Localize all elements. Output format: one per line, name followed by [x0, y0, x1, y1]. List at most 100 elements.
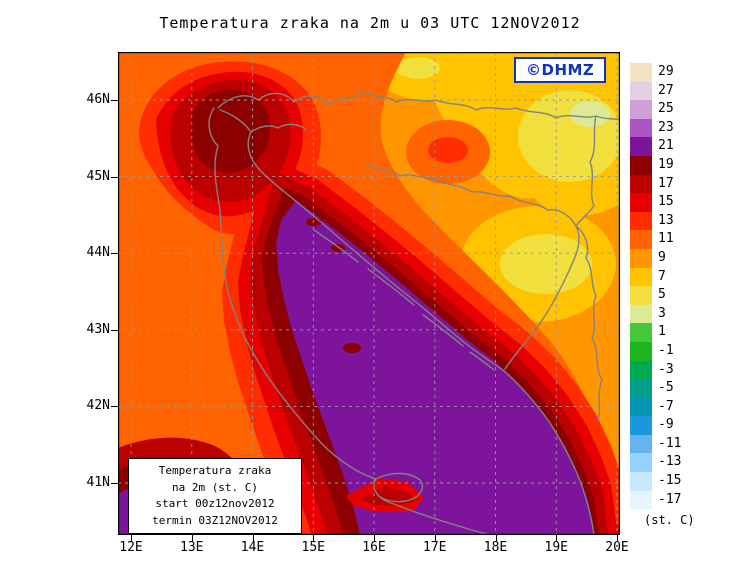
legend-value: -9 — [658, 417, 674, 433]
x-axis-label: 14E — [240, 540, 265, 555]
legend-entry: -5 — [630, 379, 681, 398]
legend-value: -11 — [658, 435, 682, 451]
y-axis-tick — [111, 100, 118, 101]
legend-entry: -1 — [630, 341, 681, 361]
legend-value: 9 — [658, 249, 666, 265]
legend-value: -3 — [658, 361, 674, 377]
legend-swatch — [630, 472, 652, 491]
legend-value: 17 — [658, 175, 674, 191]
legend-value: 7 — [658, 268, 666, 284]
legend-entry: -11 — [630, 434, 682, 454]
x-axis-tick — [131, 535, 132, 541]
x-axis-tick — [617, 535, 618, 541]
x-axis-tick — [556, 535, 558, 541]
legend-entry: -7 — [630, 397, 681, 417]
legend-entry: 3 — [630, 304, 681, 324]
dhmz-logo: ©DHMZ — [514, 57, 607, 83]
legend-entry: 25 — [630, 100, 681, 119]
info-line: Temperatura zraka — [158, 464, 272, 477]
x-axis-label: 13E — [180, 540, 204, 555]
legend-swatch — [630, 360, 652, 380]
legend-swatch — [630, 63, 652, 82]
legend-value: 23 — [658, 119, 674, 135]
legend-entry: 17 — [630, 174, 681, 194]
legend-unit-label: (st. C) — [644, 513, 695, 527]
legend-value: 13 — [658, 212, 674, 228]
x-axis-label: 19E — [544, 540, 568, 555]
legend-entry: -13 — [630, 453, 682, 473]
map-frame — [118, 52, 620, 535]
legend-value: 25 — [658, 101, 674, 117]
info-line: termin 03Z12NOV2012 — [152, 513, 278, 527]
legend-swatch — [630, 286, 652, 305]
legend-value: 29 — [658, 64, 674, 79]
legend-value: -13 — [658, 454, 682, 470]
legend-swatch — [630, 453, 652, 473]
legend-value: 5 — [658, 287, 666, 303]
legend-swatch — [630, 416, 652, 435]
legend-value: 19 — [658, 156, 674, 172]
x-axis-tick — [434, 535, 436, 541]
x-axis-tick — [313, 535, 315, 541]
temperature-map-canvas — [118, 52, 620, 535]
info-line: na 2m (st. C) — [171, 480, 259, 494]
legend-swatch — [630, 174, 652, 194]
legend-swatch — [630, 100, 652, 119]
x-axis-label: 12E — [119, 540, 143, 555]
y-axis-tick — [111, 329, 118, 331]
legend-entry: 29 — [630, 63, 681, 82]
legend-entry: 19 — [630, 155, 681, 175]
legend-swatch — [630, 490, 652, 510]
legend-swatch — [630, 379, 652, 398]
legend-value: -7 — [658, 398, 674, 414]
legend-value: 15 — [658, 194, 674, 210]
legend-entry: 27 — [630, 81, 681, 101]
x-axis-tick — [495, 535, 497, 541]
legend-entry: 7 — [630, 267, 681, 287]
info-line: start 00z12nov2012 — [155, 497, 275, 510]
legend-entry: 5 — [630, 286, 681, 305]
legend-swatch — [630, 137, 652, 156]
legend-entry: -9 — [630, 416, 681, 435]
y-axis-label: 41N — [86, 475, 110, 490]
x-axis-tick — [191, 535, 193, 541]
legend-swatch — [630, 211, 652, 231]
legend-value: 3 — [658, 305, 666, 321]
x-axis-tick — [252, 535, 254, 541]
page-title: Temperatura zraka na 2m u 03 UTC 12NOV20… — [159, 14, 581, 32]
legend-value: -1 — [658, 342, 674, 358]
legend-entry: 9 — [630, 248, 681, 268]
legend-entry: 13 — [630, 211, 681, 231]
legend-swatch — [630, 230, 652, 249]
legend-value: 1 — [658, 324, 666, 340]
x-axis-label: 18E — [483, 540, 508, 555]
y-axis-label: 46N — [86, 92, 110, 107]
y-axis-label: 42N — [86, 398, 110, 414]
legend-swatch — [630, 81, 652, 101]
legend-entry: -15 — [630, 472, 681, 491]
legend-entry: 23 — [630, 118, 681, 138]
legend-entry: 1 — [630, 323, 681, 342]
legend-value: 11 — [658, 231, 674, 247]
x-axis-label: 20E — [605, 540, 629, 555]
x-axis-label: 17E — [423, 540, 447, 555]
color-scale-legend: 29 27 25 23 21 19 17 15 13 11 9 7 5 3 1 -1 -3 -5 -7 -9 -11 -1… — [630, 63, 682, 510]
map-info-box: Temperatura zraka na 2m (st. C) start 00… — [128, 458, 302, 534]
legend-value: 27 — [658, 82, 674, 98]
legend-swatch — [630, 434, 652, 454]
x-axis-label: 15E — [301, 540, 325, 555]
legend-entry: 21 — [630, 137, 681, 156]
y-axis-tick — [111, 176, 118, 178]
y-axis-label: 45N — [86, 168, 110, 184]
legend-swatch — [630, 323, 652, 342]
legend-value: -5 — [658, 380, 674, 396]
legend-value: 21 — [658, 138, 674, 154]
legend-swatch — [630, 155, 652, 175]
legend-swatch — [630, 118, 652, 138]
legend-entry: 11 — [630, 230, 681, 249]
legend-swatch — [630, 193, 652, 212]
legend-entry: -17 — [630, 490, 682, 510]
legend-swatch — [630, 248, 652, 268]
legend-value: -17 — [658, 491, 682, 507]
